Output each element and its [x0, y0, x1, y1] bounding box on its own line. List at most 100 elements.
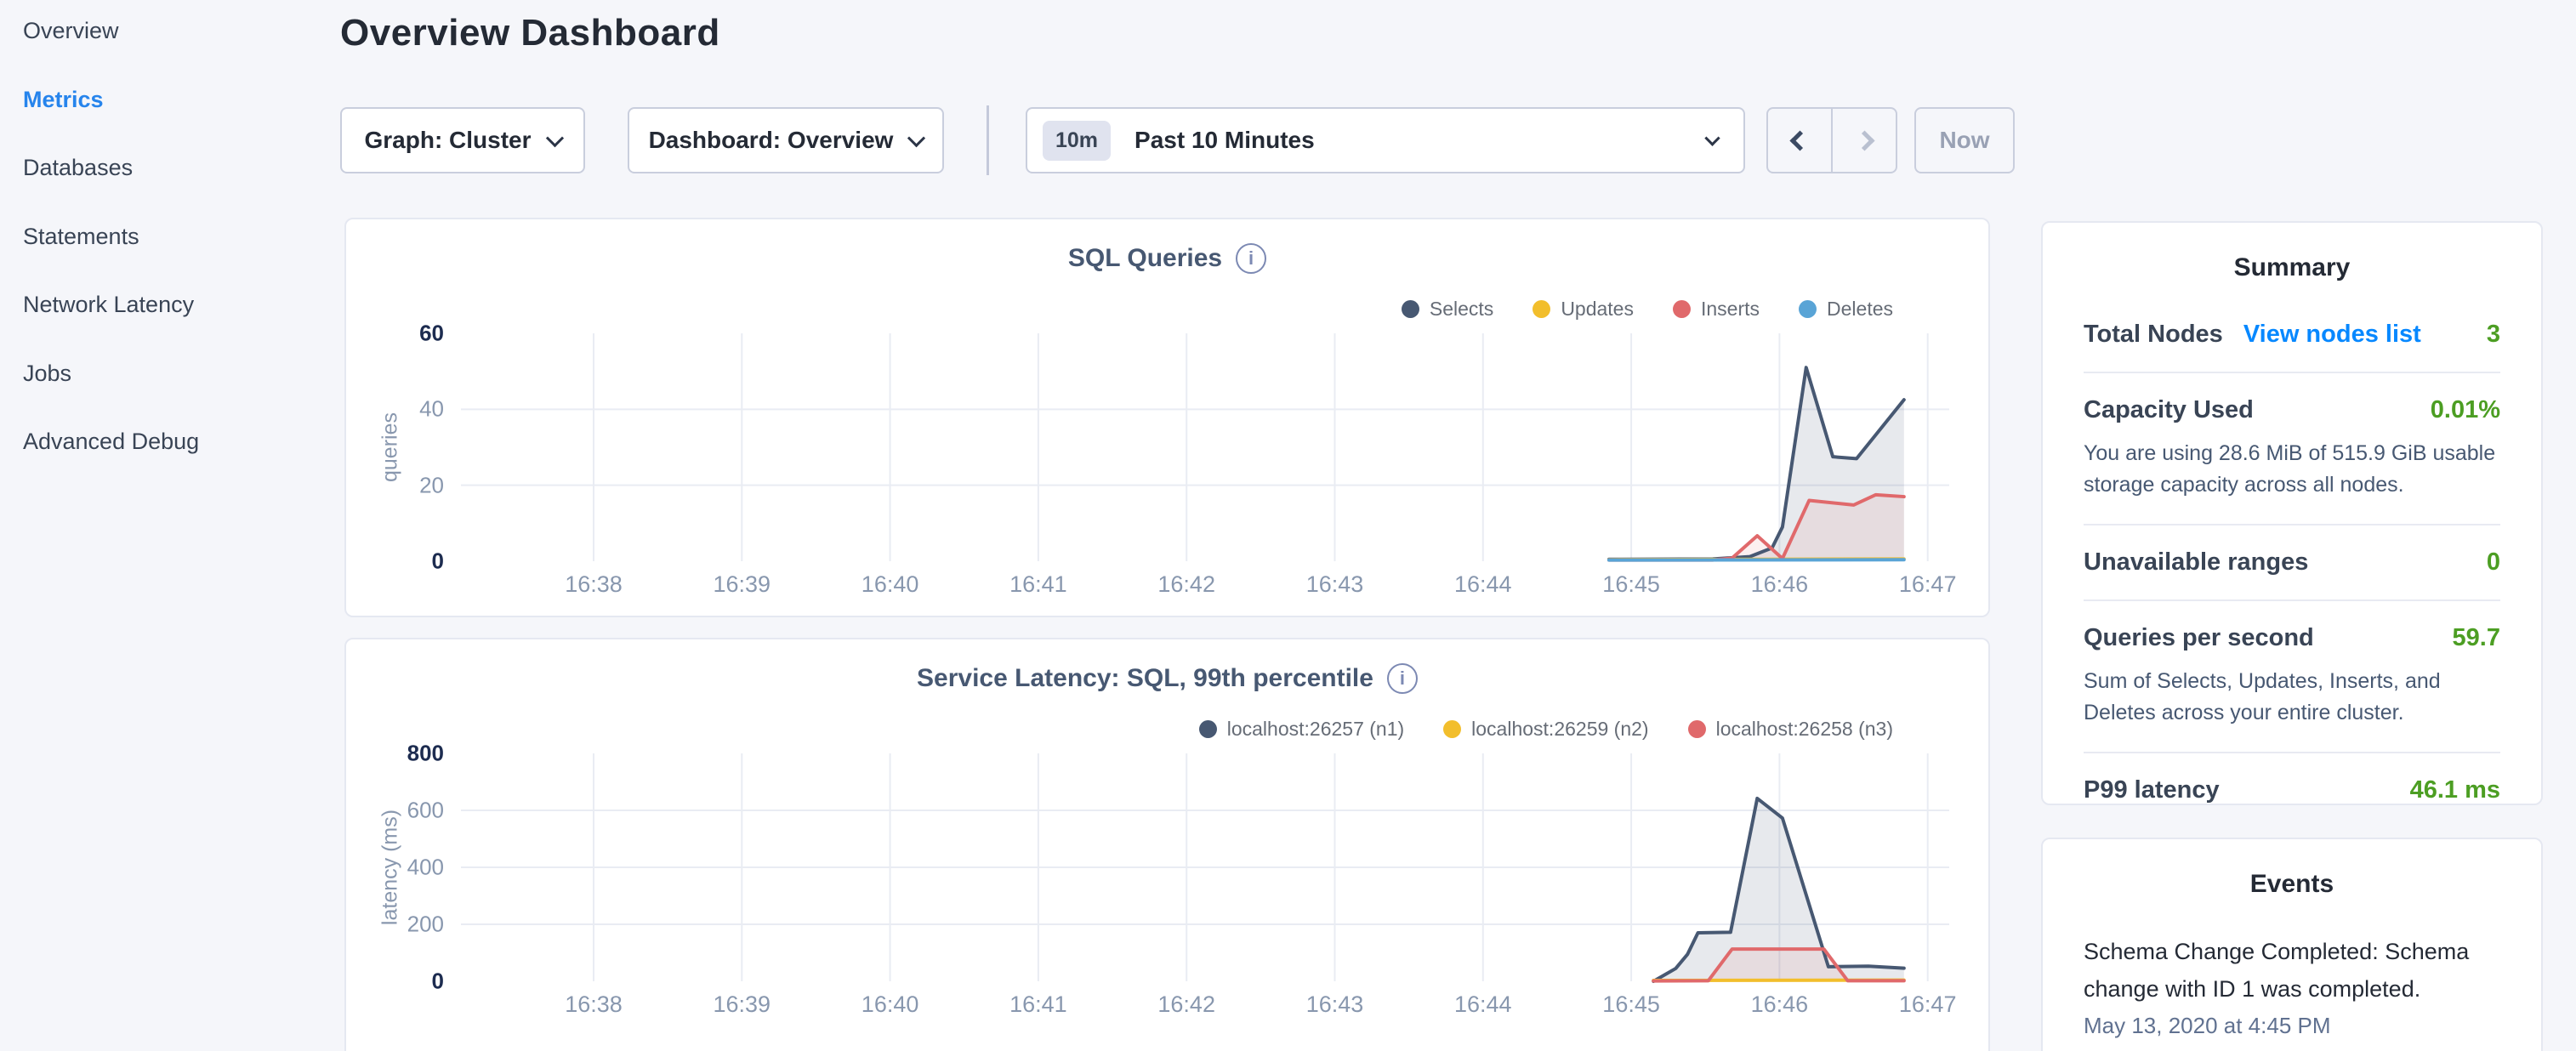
summary-row-value: 3 [2487, 321, 2500, 349]
y-tick: 20 [419, 472, 444, 498]
legend-item-inserts[interactable]: Inserts [1673, 298, 1760, 321]
chevron-right-icon [1854, 130, 1874, 151]
sql-queries-chart-card: SQL Queries i Selects Updates Inserts Delet… [344, 218, 1990, 617]
sidebar-item-databases[interactable]: Databases [23, 152, 133, 183]
x-tick: 16:45 [1602, 991, 1660, 1018]
legend-label: localhost:26257 (n1) [1227, 718, 1404, 741]
summary-row: Total Nodes View nodes list 3 [2084, 298, 2500, 372]
legend-item-localhost-26258-n3-[interactable]: localhost:26258 (n3) [1688, 718, 1893, 741]
summary-row-label: Total Nodes [2084, 321, 2223, 349]
summary-row: Unavailable ranges0 [2084, 524, 2500, 599]
time-pager [1766, 107, 1897, 173]
summary-panel: Summary Total Nodes View nodes list 3 Capac… [2041, 221, 2543, 805]
y-tick: 600 [407, 798, 444, 824]
x-tick: 16:40 [862, 571, 919, 598]
sidebar-item-statements[interactable]: Statements [23, 221, 139, 252]
summary-row-label: Queries per second [2084, 624, 2314, 652]
x-tick: 16:45 [1602, 571, 1660, 598]
info-icon[interactable]: i [1236, 243, 1266, 274]
x-tick: 16:39 [714, 991, 771, 1018]
chevron-down-icon [907, 129, 925, 147]
summary-row-value: 0 [2487, 548, 2500, 577]
sidebar-item-advanced-debug[interactable]: Advanced Debug [23, 426, 199, 457]
x-axis-ticks: 16:3816:3916:4016:4116:4216:4316:4416:45… [461, 571, 1949, 600]
y-axis-label: queries [378, 412, 403, 482]
x-tick: 16:46 [1751, 571, 1809, 598]
y-tick: 400 [407, 855, 444, 881]
event-message: Schema Change Completed: Schema change w… [2084, 933, 2500, 1008]
service-latency-chart-card: Service Latency: SQL, 99th percentile i … [344, 638, 1990, 1051]
prev-range-button[interactable] [1768, 109, 1831, 172]
chart-legend: localhost:26257 (n1) localhost:26259 (n2)… [1199, 718, 1893, 741]
dashboard-dropdown-label: Dashboard: Overview [649, 127, 894, 154]
page: Overview Metrics Databases Statements Networ… [0, 0, 2576, 1051]
legend-dot-icon [1688, 720, 1706, 738]
info-icon[interactable]: i [1387, 663, 1418, 694]
x-tick: 16:44 [1454, 571, 1512, 598]
chart-legend: Selects Updates Inserts Deletes [1402, 298, 1893, 321]
x-tick: 16:46 [1751, 991, 1809, 1018]
summary-row-head: Total Nodes View nodes list 3 [2084, 321, 2500, 349]
chart-plot-area[interactable] [461, 753, 1949, 981]
x-axis-ticks: 16:38 16:39 16:40 16:41 16:42 16:43 16:44 16:45… [461, 991, 1949, 1020]
now-button[interactable]: Now [1914, 107, 2015, 173]
graph-dropdown[interactable]: Graph: Cluster [340, 107, 585, 173]
dashboard-dropdown[interactable]: Dashboard: Overview [628, 107, 944, 173]
chevron-down-icon [1704, 130, 1720, 145]
graph-dropdown-label: Graph: Cluster [364, 127, 531, 154]
view-nodes-list-link[interactable]: View nodes list [2243, 321, 2421, 349]
x-tick: 16:38 [565, 991, 623, 1018]
summary-row: P99 latency46.1 ms [2084, 752, 2500, 827]
legend-label: localhost:26258 (n3) [1716, 718, 1893, 741]
chart-title: Service Latency: SQL, 99th percentile [917, 664, 1373, 693]
sidebar-item-overview[interactable]: Overview [23, 15, 119, 46]
y-tick: 0 [432, 548, 444, 575]
events-title: Events [2084, 870, 2500, 899]
sidebar-item-jobs[interactable]: Jobs [23, 358, 71, 389]
legend-label: Selects [1430, 298, 1493, 321]
x-tick: 16:44 [1454, 991, 1512, 1018]
x-tick: 16:38 [565, 571, 623, 598]
legend-item-updates[interactable]: Updates [1533, 298, 1634, 321]
y-tick: 0 [432, 969, 444, 995]
legend-dot-icon [1402, 300, 1419, 318]
chevron-down-icon [545, 129, 563, 147]
y-tick: 60 [419, 321, 444, 347]
legend-item-localhost-26257-n1-[interactable]: localhost:26257 (n1) [1199, 718, 1404, 741]
summary-row-description: You are using 28.6 MiB of 515.9 GiB usab… [2084, 438, 2500, 501]
summary-row-value: 59.7 [2453, 624, 2500, 652]
summary-row-label: Capacity Used [2084, 396, 2254, 424]
sidebar-item-network-latency[interactable]: Network Latency [23, 289, 194, 320]
summary-row-head: Capacity Used0.01% [2084, 396, 2500, 424]
legend-dot-icon [1199, 720, 1217, 738]
x-tick: 16:47 [1899, 571, 1957, 598]
events-panel: Events Schema Change Completed: Schema c… [2041, 838, 2543, 1051]
time-range-picker[interactable]: 10m Past 10 Minutes [1026, 107, 1745, 173]
x-tick: 16:43 [1306, 991, 1364, 1018]
controls-divider [987, 105, 989, 175]
page-title: Overview Dashboard [340, 12, 720, 54]
time-range-badge: 10m [1043, 121, 1111, 161]
y-axis-label: latency (ms) [378, 810, 403, 925]
legend-item-deletes[interactable]: Deletes [1799, 298, 1893, 321]
legend-label: Inserts [1701, 298, 1760, 321]
x-tick: 16:43 [1306, 571, 1364, 598]
x-tick: 16:41 [1009, 991, 1067, 1018]
y-tick: 200 [407, 912, 444, 938]
legend-item-localhost-26259-n2-[interactable]: localhost:26259 (n2) [1443, 718, 1648, 741]
summary-title: Summary [2084, 253, 2500, 282]
x-tick: 16:47 [1899, 991, 1957, 1018]
sidebar: Overview Metrics Databases Statements Networ… [0, 0, 287, 1051]
y-tick: 40 [419, 396, 444, 423]
chart-plot-area[interactable] [461, 333, 1949, 561]
legend-dot-icon [1533, 300, 1550, 318]
sidebar-item-metrics[interactable]: Metrics [23, 84, 104, 115]
summary-row: Queries per second59.7Sum of Selects, Up… [2084, 599, 2500, 752]
next-range-button[interactable] [1831, 109, 1896, 172]
x-tick: 16:42 [1157, 991, 1215, 1018]
chevron-left-icon [1789, 130, 1810, 151]
summary-row: Capacity Used0.01% You are using 28.6 MiB… [2084, 372, 2500, 524]
x-tick: 16:40 [862, 991, 919, 1018]
chart-title: SQL Queries [1068, 244, 1222, 273]
legend-item-selects[interactable]: Selects [1402, 298, 1493, 321]
